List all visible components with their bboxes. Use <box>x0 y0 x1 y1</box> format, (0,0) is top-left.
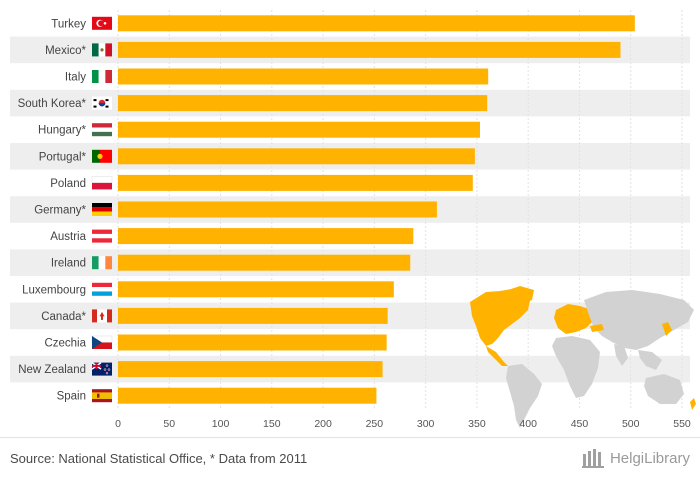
map-southeast-asia <box>638 350 662 370</box>
map-turkey <box>590 324 604 332</box>
map-south-asia <box>614 344 628 366</box>
bar-czechia <box>118 334 387 351</box>
flags <box>91 16 113 403</box>
turkey-flag <box>92 16 112 30</box>
map-new-zealand <box>690 398 696 410</box>
bar-mexico <box>118 41 621 58</box>
poland-flag <box>91 176 113 190</box>
bars <box>118 15 635 404</box>
bar-hungary <box>118 121 480 138</box>
map-europe <box>554 304 594 334</box>
bar-germany <box>118 201 437 218</box>
map-asia <box>584 290 694 350</box>
hungary-flag <box>92 123 112 137</box>
bar-spain <box>118 387 377 404</box>
x-tick-label: 200 <box>314 418 332 430</box>
map-central-america <box>486 346 508 366</box>
bar-portugal <box>118 148 475 165</box>
x-tick-label: 100 <box>212 418 230 430</box>
category-label: Germany* <box>34 205 86 217</box>
italy-flag <box>92 70 112 83</box>
luxembourg-flag <box>92 282 112 296</box>
category-labels: Turkey Mexico* Italy South Korea* Hungary* Po… <box>18 18 87 402</box>
brand-logo: HelgiLibrary <box>581 448 690 468</box>
bar-austria <box>118 228 414 245</box>
category-label: Spain <box>57 391 86 403</box>
bar-luxembourg <box>118 281 394 298</box>
x-tick-label: 500 <box>622 418 640 430</box>
bar-turkey <box>118 15 635 32</box>
category-label: Austria <box>50 231 86 243</box>
map-south-america <box>506 364 542 428</box>
category-label: Ireland <box>51 258 86 270</box>
x-tick-label: 250 <box>366 418 384 430</box>
bar-italy <box>118 68 489 85</box>
x-tick-label: 150 <box>263 418 281 430</box>
ireland-flag <box>92 256 112 270</box>
category-label: Canada* <box>41 311 86 323</box>
category-label: Hungary* <box>38 125 86 137</box>
category-label: Poland <box>50 178 86 190</box>
map-australia <box>644 374 684 404</box>
x-tick-label: 50 <box>163 418 175 430</box>
category-label: New Zealand <box>18 364 86 376</box>
bar-south-korea <box>118 95 488 112</box>
bar-poland <box>118 174 473 191</box>
x-tick-label: 350 <box>468 418 486 430</box>
category-label: Turkey <box>51 18 86 30</box>
x-tick-label: 450 <box>571 418 589 430</box>
bar-new-zealand <box>118 361 383 378</box>
category-label: Czechia <box>44 338 86 350</box>
library-building-icon <box>581 449 604 468</box>
category-label: South Korea* <box>18 98 87 110</box>
map-greenland <box>508 286 534 304</box>
source-note: Source: National Statistical Office, * D… <box>10 451 308 466</box>
map-africa <box>552 336 600 398</box>
portugal-flag <box>92 149 112 163</box>
map-north-america <box>470 289 530 346</box>
world-map-inset <box>470 286 696 428</box>
brand-name: HelgiLibrary <box>609 449 690 467</box>
bar-canada <box>118 307 388 324</box>
bar-ireland <box>118 254 411 271</box>
category-label: Mexico* <box>45 45 86 57</box>
x-tick-label: 400 <box>519 418 537 430</box>
category-label: Luxembourg <box>22 284 86 296</box>
x-tick-label: 300 <box>417 418 435 430</box>
x-tick-label: 0 <box>115 418 121 430</box>
bar-chart-svg: Turkey Mexico* Italy South Korea* Hungary* Po… <box>10 10 696 430</box>
south-korea-flag <box>92 96 112 110</box>
canada-flag <box>92 309 112 323</box>
category-label: Italy <box>65 72 86 84</box>
czechia-flag <box>91 335 113 349</box>
spain-flag <box>92 389 112 403</box>
new-zealand-flag <box>91 361 112 376</box>
x-axis-ticks: 0 50 100 150 200 250 300 350 400 450 500 550 <box>115 418 691 430</box>
category-label: Portugal* <box>39 151 87 163</box>
germany-flag <box>92 203 112 216</box>
footer-divider <box>0 437 700 438</box>
mexico-flag <box>92 43 112 57</box>
x-tick-label: 550 <box>673 418 691 430</box>
map-korea-japan <box>662 322 672 336</box>
austria-flag <box>92 229 112 243</box>
